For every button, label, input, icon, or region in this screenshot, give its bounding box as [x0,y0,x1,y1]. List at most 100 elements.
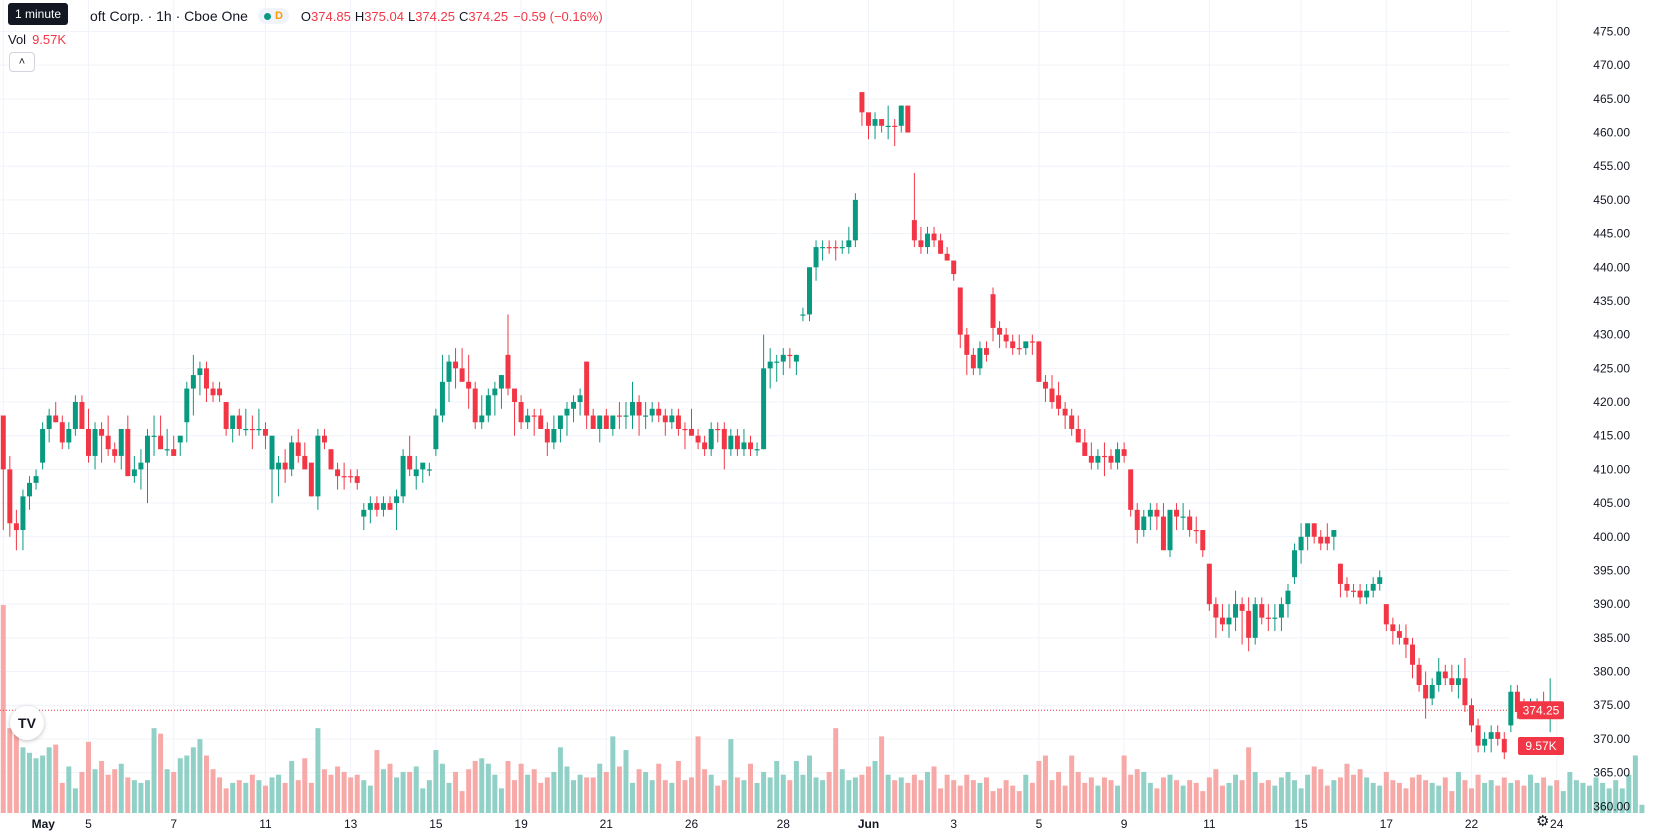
price-tick-label-3: 375.00 [1593,698,1630,712]
volume-bar [354,774,360,813]
candle-body [308,462,314,497]
volume-bar [295,780,301,813]
time-tick-label-10: Jun [858,817,879,831]
delayed-badge: D [274,10,283,22]
market-status-badge[interactable]: D [257,8,289,24]
candle-body [20,496,26,531]
time-axis[interactable]: May 5 7 11 13 15 19 21 26 28 Jun 3 5 9 11 15 17 22 24 [32,817,1564,831]
volume-bar [144,780,150,813]
candle-body [1167,509,1173,551]
volume-bar [413,766,419,813]
candle [748,435,753,456]
volume-bar [1219,785,1225,813]
candle [1324,523,1330,551]
candle [1029,334,1035,355]
candle [164,428,170,456]
volume-bar [0,605,6,813]
candle [911,172,917,248]
price-tick-label-5: 385.00 [1593,631,1630,645]
volume-bar [1167,774,1173,813]
candle-body [99,428,105,436]
volume-bar [282,782,288,813]
volume-bar [7,728,13,813]
symbol-title[interactable]: oft Corp. · 1h · Cboe One [90,8,248,24]
candle [879,119,885,133]
candle [217,381,223,403]
collapse-legend-button[interactable]: ˄ [9,52,35,72]
candle-body [951,260,957,275]
volume-bar [164,769,170,813]
candle-body [1383,604,1389,625]
candle-body [734,435,740,450]
candle [394,489,400,531]
volume-bar [525,774,531,813]
candle-body [1311,523,1317,537]
open-key: O [300,8,312,24]
candle [734,428,740,456]
candle-body [1095,455,1101,463]
candle [1088,442,1094,470]
volume-bar [734,777,740,813]
volume-bar [924,771,930,813]
volume-bar [1475,774,1481,813]
candle-body [1305,523,1311,537]
volume-bar [1029,782,1035,813]
last-price-label: 374.25 [1523,703,1560,717]
candle-body [571,402,577,409]
candle [99,422,105,463]
candle [92,422,98,470]
volume-bar [983,777,989,813]
tradingview-logo[interactable]: TV [10,706,44,740]
candle [597,415,603,443]
price-axis[interactable]: 360.00 365.00 370.00 375.00 380.00 385.00 390.… [1593,24,1630,813]
candle [1200,530,1206,557]
candle-body [557,415,563,429]
volume-bar [217,777,223,813]
candle-body [1285,590,1291,605]
candle-body [1010,341,1016,349]
volume-bar [118,763,124,813]
volume-bar [1324,785,1330,813]
volume-label[interactable]: Vol [8,32,27,47]
candle [584,361,590,429]
volume-bar [1639,804,1645,813]
gear-icon[interactable]: ⚙ [1536,813,1550,830]
price-tick-label-13: 425.00 [1593,361,1630,375]
volume-bar [623,750,629,813]
volume-bar [1632,755,1638,813]
candle [761,334,767,450]
candle-body [151,435,157,437]
candle-body [649,408,655,416]
volume-bar [754,782,760,813]
candle [1403,624,1409,659]
candle-body [236,415,242,429]
candle [426,462,432,477]
volume-bar [630,782,636,813]
volume-bar [662,780,668,813]
candle [689,408,695,436]
candle [1449,664,1455,692]
candle [564,402,570,436]
volume-bar [1016,791,1022,813]
candle-body [282,462,288,470]
candle-body [813,247,819,268]
volume-bar [1141,771,1147,813]
candle [1095,449,1101,470]
candle [125,415,131,477]
candle-body [190,375,196,389]
candle [1436,658,1442,692]
volume-bar [321,769,327,813]
volume-bar [1495,785,1501,813]
volume-bar [774,761,780,813]
candle [1213,597,1219,638]
candle [413,455,419,490]
candle [1010,334,1016,355]
candle-body [826,247,832,249]
candle [1344,577,1350,598]
candle [1252,597,1258,645]
candle-body [1239,604,1245,611]
volume-bar [505,761,511,813]
volume-bar [1187,780,1193,813]
candle-body [1252,604,1258,638]
